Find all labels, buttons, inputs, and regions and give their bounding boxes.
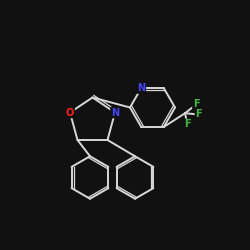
Text: O: O [66,108,74,118]
Text: F: F [184,120,191,130]
Text: N: N [137,83,145,93]
Text: F: F [196,110,202,120]
Text: N: N [111,108,119,118]
Text: F: F [193,100,200,110]
